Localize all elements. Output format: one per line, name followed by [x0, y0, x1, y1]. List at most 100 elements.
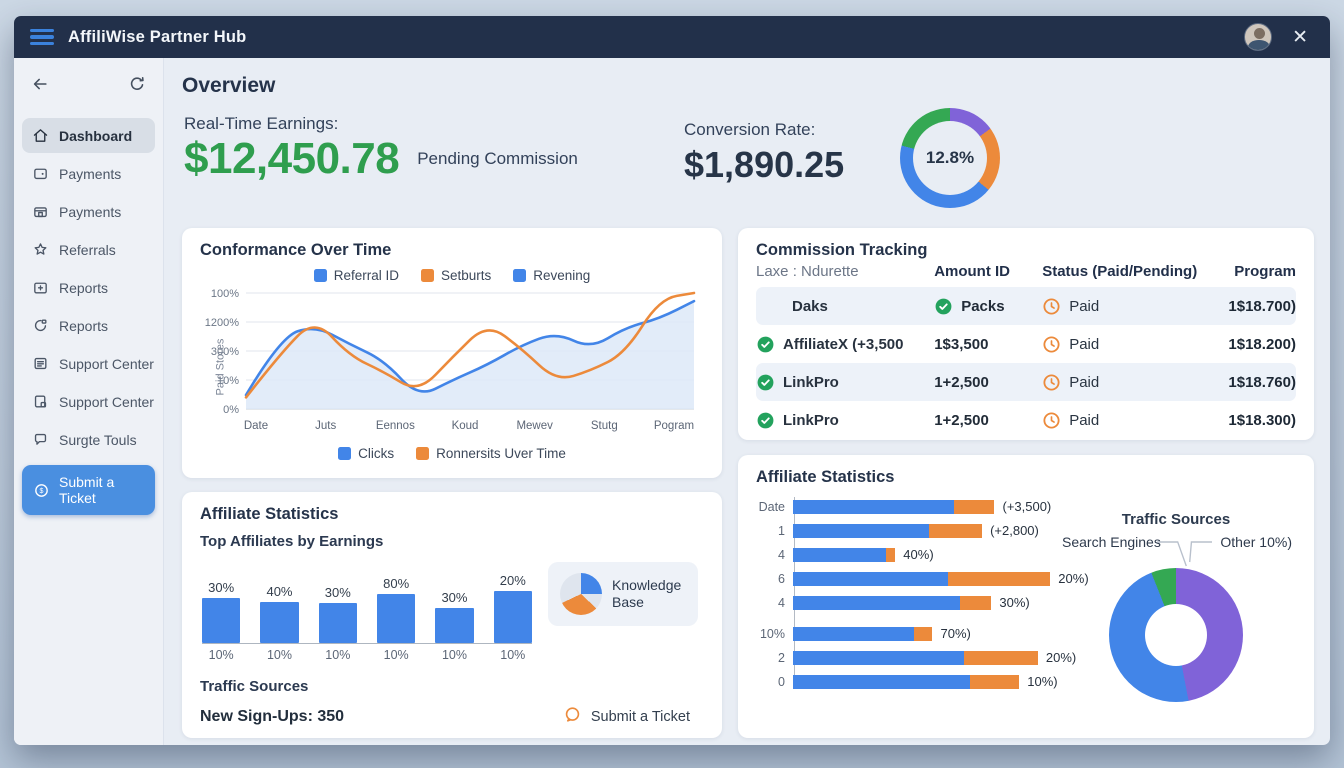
star-icon [32, 241, 49, 258]
legend-swatch [416, 447, 430, 460]
sidebar: Dashboard Payments Payments Referrals Report… [14, 58, 164, 745]
svg-text:Juts: Juts [315, 420, 336, 432]
conversion-value: $1,890.25 [684, 144, 845, 185]
conformance-title: Conformance Over Time [200, 241, 392, 259]
sidebar-item-payments[interactable]: Payments [22, 194, 155, 229]
svg-text:100%: 100% [211, 288, 239, 300]
bar-bottom-label: 10% [266, 648, 292, 662]
hbar-orange-segment [963, 650, 1038, 665]
hbar-annotation: (+3,500) [1002, 499, 1052, 514]
pending-clock-icon [1042, 411, 1061, 430]
top-affiliates-bar-chart: 30% 40% 30% 80% 30% 20% 10% 10% 10% 10% 10% 10% Kn… [200, 556, 704, 664]
app-title: AffiliWise Partner Hub [68, 27, 247, 46]
back-icon[interactable] [30, 74, 50, 99]
pending-clock-icon [1042, 297, 1061, 316]
svg-text:Mewev: Mewev [516, 420, 553, 432]
commission-row[interactable]: Daks Packs Paid 1$18.700) [756, 287, 1296, 325]
affiliate-bar: 30% [435, 590, 474, 643]
sidebar-item-label: Support Center [59, 393, 154, 410]
bar-top-label: 80% [383, 576, 410, 591]
commission-row[interactable]: AffiliateX (+3,500 1$3,500 Paid 1$18.200) [756, 325, 1296, 363]
bar-bottom-label: 10% [208, 648, 234, 662]
conversion-label: Conversion Rate: [684, 120, 816, 139]
sidebar-item-label: Payments [59, 203, 122, 220]
sidebar-item-payments[interactable]: Payments [22, 156, 155, 191]
sidebar-item-reports[interactable]: Reports [22, 270, 155, 305]
hbar-row: Date (+3,500) [759, 499, 1056, 514]
status-value: Paid [1069, 373, 1100, 391]
sidebar-item-surgte-touls[interactable]: Surgte Touls [22, 422, 155, 457]
sidebar-item-label: Payments [59, 165, 122, 182]
svg-text:Stutg: Stutg [591, 420, 618, 432]
sidebar-item-support-center[interactable]: Support Center [22, 384, 155, 419]
sidebar-item-dashboard[interactable]: Dashboard [22, 118, 155, 153]
hbar-row: 0 10%) [778, 674, 1058, 689]
pending-clock-icon [1042, 373, 1061, 392]
sidebar-item-support-center[interactable]: Support Center [22, 346, 155, 381]
col-header-program: Program [1234, 263, 1296, 280]
submit-ticket-label: Submit a Ticket [59, 474, 115, 506]
conversion-donut-center: 12.8% [925, 148, 975, 167]
traffic-sources-donut-chart [1109, 568, 1243, 702]
legend-label: Referral ID [333, 268, 399, 283]
amount-value: 1+2,500 [934, 373, 989, 391]
paid-check-icon [934, 297, 953, 316]
sidebar-submit-ticket-button[interactable]: $ Submit a Ticket [22, 465, 155, 515]
hbar-row: 6 20%) [778, 571, 1089, 586]
doc-icon [32, 355, 49, 372]
hbar-row: 4 40%) [778, 547, 1056, 562]
earnings-label: Real-Time Earnings: [184, 114, 339, 133]
svg-text:1200%: 1200% [205, 317, 239, 329]
close-icon[interactable]: ✕ [1292, 26, 1308, 48]
earnings-value: $12,450.78 [184, 134, 400, 183]
cloud-icon [32, 317, 49, 334]
hbar-row-label: 0 [778, 674, 785, 689]
hbar-blue-segment [793, 499, 955, 514]
user-avatar[interactable] [1244, 23, 1273, 51]
hbar-orange-segment [969, 674, 1020, 689]
commission-row[interactable]: LinkPro 1+2,500 Paid 1$18.760) [756, 363, 1296, 401]
col-header-status: Status (Paid/Pending) [1042, 263, 1198, 280]
affiliate-stats-right-card: Affiliate Statistics Date (+3,500) 1 (+2,80… [738, 455, 1314, 738]
paid-check-icon [756, 411, 775, 430]
refresh-icon[interactable] [127, 74, 147, 99]
main-content: Overview Real-Time Earnings: $12,450.78 … [164, 58, 1330, 745]
sidebar-item-label: Support Center [59, 355, 154, 372]
line-legend-top: Referral ID Setburts Revening [200, 268, 704, 283]
bar-bottom-label: 10% [500, 648, 526, 662]
affiliate-bar: 40% [260, 584, 299, 643]
status-value: Paid [1069, 411, 1100, 429]
bar-top-label: 30% [324, 585, 351, 600]
knowledge-base-chip[interactable]: Knowledge Base [548, 562, 698, 626]
amount-value: 1$3,500 [934, 335, 989, 353]
sidebar-item-label: Reports [59, 317, 109, 334]
home-icon [32, 127, 49, 144]
svg-text:$: $ [40, 486, 44, 494]
hbar-annotation: 70%) [940, 626, 971, 641]
hbar-row-label: 10% [759, 626, 785, 641]
paid-check-icon [756, 373, 775, 392]
sidebar-item-label: Dashboard [59, 127, 133, 144]
affiliate-bar: 20% [493, 573, 532, 643]
wallet-icon [32, 165, 49, 182]
menu-icon[interactable] [30, 29, 54, 45]
hbar-annotation: 30%) [999, 595, 1030, 610]
sidebar-item-reports[interactable]: Reports [22, 308, 155, 343]
hbar-row: 2 20%) [778, 650, 1076, 665]
page-title: Overview [182, 74, 276, 97]
legend-label: Ronnersits Uver Time [436, 446, 566, 461]
hbar-row: 10% 70%) [760, 626, 1056, 641]
affiliate-bar: 30% [318, 585, 357, 643]
affiliate-bar: 30% [202, 580, 241, 643]
commission-row[interactable]: LinkPro 1+2,500 Paid 1$18.300) [756, 401, 1296, 439]
submit-ticket-link[interactable]: Submit a Ticket [563, 705, 690, 728]
hbar-row-label: 4 [778, 547, 785, 562]
top-affiliates-subtitle: Top Affiliates by Earnings [200, 533, 384, 550]
svg-text:Koud: Koud [452, 420, 479, 432]
hbar-annotation: 40%) [903, 547, 934, 562]
svg-text:300%: 300% [211, 346, 239, 358]
bar-top-label: 40% [266, 584, 293, 599]
affiliate-left-title: Affiliate Statistics [200, 505, 339, 523]
bar-bottom-label: 10% [383, 648, 409, 662]
sidebar-item-referrals[interactable]: Referrals [22, 232, 155, 267]
